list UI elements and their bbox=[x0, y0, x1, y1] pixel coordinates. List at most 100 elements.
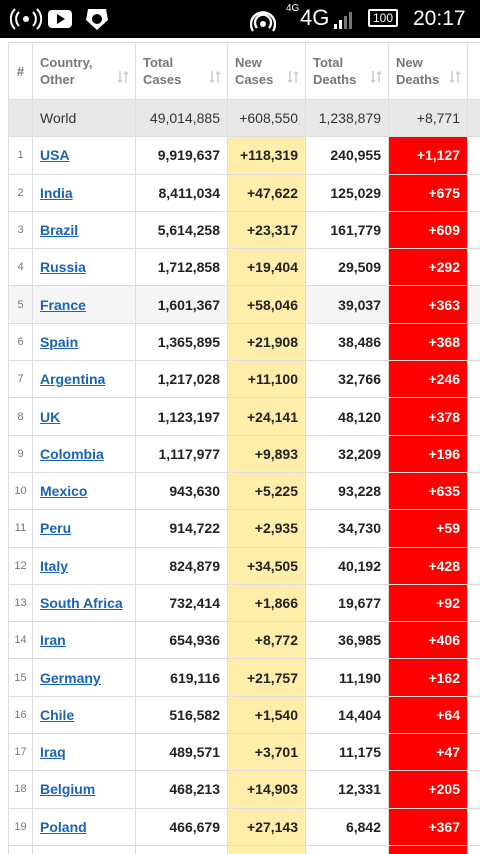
cell: 18 bbox=[8, 770, 33, 809]
cell: +1,127 bbox=[388, 136, 468, 175]
cell: 11 bbox=[8, 509, 33, 548]
cell: +246 bbox=[388, 360, 468, 399]
cell: 5,614,258 bbox=[135, 210, 228, 250]
country-link[interactable]: Iran bbox=[40, 632, 66, 649]
cell: 29,509 bbox=[305, 248, 389, 287]
column-header[interactable]: New Deaths bbox=[388, 42, 468, 100]
column-header-cut bbox=[467, 42, 480, 100]
cell: +162 bbox=[388, 658, 468, 697]
cell: 732,414 bbox=[135, 583, 228, 623]
cell: Brazil bbox=[32, 210, 136, 250]
country-link[interactable]: Peru bbox=[40, 520, 72, 537]
cell: +608,550 bbox=[227, 98, 306, 138]
cell: 17 bbox=[8, 733, 33, 772]
cell bbox=[32, 844, 136, 854]
cell: +47 bbox=[388, 733, 468, 772]
country-row: 3 Brazil 5,614,258 +23,317 161,779 +609 bbox=[8, 210, 480, 250]
country-row: 11 Peru 914,722 +2,935 34,730 +59 bbox=[8, 509, 480, 548]
cell: 19 bbox=[8, 807, 33, 846]
cell: Peru bbox=[32, 509, 136, 548]
country-row: 12 Italy 824,879 +34,505 40,192 +428 bbox=[8, 546, 480, 585]
header-text: Country, Other bbox=[40, 55, 93, 87]
cell: 39,037 bbox=[305, 285, 389, 324]
sort-icon bbox=[209, 70, 221, 84]
country-link[interactable]: Russia bbox=[40, 259, 86, 276]
cell: +14,903 bbox=[227, 770, 306, 809]
country-link[interactable]: Poland bbox=[40, 818, 87, 835]
cell: UK bbox=[32, 397, 136, 436]
cell: +21,908 bbox=[227, 322, 306, 362]
cell: 7 bbox=[8, 360, 33, 399]
country-row: 15 Germany 619,116 +21,757 11,190 +162 bbox=[8, 658, 480, 697]
column-header[interactable]: New Cases bbox=[227, 42, 306, 100]
cell: 824,879 bbox=[135, 546, 228, 585]
country-link[interactable]: Brazil bbox=[40, 222, 79, 239]
cut-row bbox=[8, 844, 480, 854]
cell: 489,571 bbox=[135, 733, 228, 772]
cell: +21,757 bbox=[227, 658, 306, 697]
cell: 34,730 bbox=[305, 509, 389, 548]
cell: 9 bbox=[8, 434, 33, 473]
cell bbox=[227, 844, 306, 854]
column-header[interactable]: Country, Other bbox=[32, 42, 136, 100]
cell: 8,411,034 bbox=[135, 173, 228, 212]
cell: +24,141 bbox=[227, 397, 306, 436]
country-link[interactable]: South Africa bbox=[40, 595, 123, 611]
cell: 32,766 bbox=[305, 360, 389, 399]
cell: 19,677 bbox=[305, 583, 389, 623]
header-text: New Cases bbox=[235, 55, 274, 87]
cell: +19,404 bbox=[227, 248, 306, 287]
cell: +27,143 bbox=[227, 807, 306, 846]
column-header[interactable]: Total Deaths bbox=[305, 42, 389, 100]
country-link[interactable]: India bbox=[40, 184, 73, 201]
cell: 468,213 bbox=[135, 770, 228, 809]
country-link[interactable]: France bbox=[40, 296, 86, 313]
cell: 943,630 bbox=[135, 471, 228, 511]
country-link[interactable]: Italy bbox=[40, 557, 69, 574]
cell: 161,779 bbox=[305, 210, 389, 250]
table-body: World 49,014,885 +608,550 1,238,879 +8,771 1 U… bbox=[8, 98, 480, 854]
country-row: 2 India 8,411,034 +47,622 125,029 +675 bbox=[8, 173, 480, 212]
country-link[interactable]: UK bbox=[40, 408, 61, 425]
country-row: 1 USA 9,919,637 +118,319 240,955 +1,127 bbox=[8, 136, 480, 175]
cell: 2 bbox=[8, 173, 33, 212]
country-link[interactable]: Mexico bbox=[40, 483, 88, 500]
cell: +59 bbox=[388, 509, 468, 548]
country-link[interactable]: Chile bbox=[40, 706, 75, 723]
country-link[interactable]: Spain bbox=[40, 333, 79, 350]
column-header: # bbox=[8, 42, 33, 100]
battery: 100 bbox=[368, 9, 398, 27]
cell: 125,029 bbox=[305, 173, 389, 212]
country-link[interactable]: Belgium bbox=[40, 781, 96, 798]
country-link[interactable]: USA bbox=[40, 147, 70, 164]
cell: Germany bbox=[32, 658, 136, 697]
table: # Country, Other Total Cases New Cases Total… bbox=[8, 42, 480, 854]
cell: +675 bbox=[388, 173, 468, 212]
status-bar: 4G 4G 100 20:17 bbox=[0, 0, 480, 38]
cell: 1,123,197 bbox=[135, 397, 228, 436]
cell: 1,365,895 bbox=[135, 322, 228, 362]
cell: +118,319 bbox=[227, 136, 306, 175]
cell: 4 bbox=[8, 248, 33, 287]
cell: 1,238,879 bbox=[305, 98, 389, 138]
cell bbox=[467, 285, 480, 324]
network: 4G bbox=[300, 5, 330, 30]
cell: 38,486 bbox=[305, 322, 389, 362]
country-link[interactable]: Argentina bbox=[40, 371, 106, 388]
table-container: # Country, Other Total Cases New Cases Total… bbox=[8, 42, 480, 854]
cell: 36,985 bbox=[305, 621, 389, 660]
cell: 1 bbox=[8, 136, 33, 175]
country-link[interactable]: Iraq bbox=[40, 744, 66, 761]
country-link[interactable]: Germany bbox=[40, 669, 101, 686]
cell: +34,505 bbox=[227, 546, 306, 585]
cell: +205 bbox=[388, 770, 468, 809]
cell bbox=[467, 583, 480, 623]
cell: +609 bbox=[388, 210, 468, 250]
cell: Italy bbox=[32, 546, 136, 585]
country-link[interactable]: Colombia bbox=[40, 445, 104, 462]
cell: +23,317 bbox=[227, 210, 306, 250]
cell: +635 bbox=[388, 471, 468, 511]
cell: +3,701 bbox=[227, 733, 306, 772]
column-header[interactable]: Total Cases bbox=[135, 42, 228, 100]
